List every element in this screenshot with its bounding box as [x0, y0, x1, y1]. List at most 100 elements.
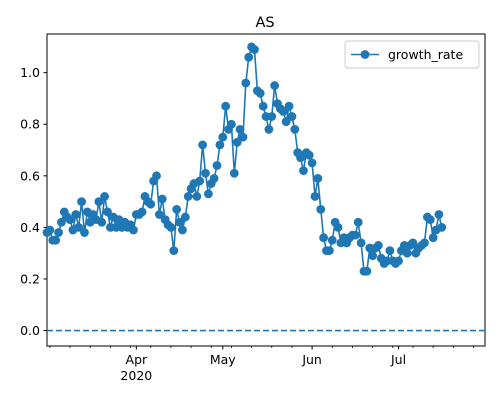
- y-axis: 0.0 0.2 0.4 0.6 0.8 1.0: [20, 65, 47, 338]
- data-point: [425, 215, 435, 225]
- data-point: [137, 207, 147, 217]
- data-point: [218, 132, 228, 142]
- data-point: [180, 212, 190, 222]
- data-point: [195, 176, 205, 186]
- y-tick-label: 0.0: [20, 323, 40, 338]
- data-point: [307, 158, 317, 168]
- data-point: [296, 153, 305, 163]
- data-point: [71, 210, 81, 219]
- data-point: [255, 88, 265, 98]
- data-point: [235, 125, 245, 134]
- data-point: [157, 194, 167, 204]
- data-point: [57, 217, 66, 227]
- data-point: [324, 246, 334, 255]
- data-point: [152, 171, 161, 181]
- data-point: [227, 119, 236, 129]
- y-tick-label: 1.0: [20, 65, 40, 80]
- data-point: [258, 101, 268, 111]
- data-point: [394, 256, 403, 266]
- data-point: [304, 150, 314, 160]
- x-tick-sublabel: 2020: [120, 368, 152, 383]
- data-point: [327, 235, 337, 245]
- data-point: [215, 140, 225, 150]
- data-point: [299, 166, 308, 176]
- y-tick-label: 0.8: [20, 117, 40, 132]
- data-point: [310, 192, 320, 201]
- y-tick-label: 0.4: [20, 220, 40, 235]
- data-point: [198, 140, 208, 150]
- data-point: [94, 197, 104, 207]
- y-tick-label: 0.6: [20, 168, 40, 183]
- data-point: [166, 222, 176, 232]
- data-point: [356, 238, 366, 248]
- data-point: [373, 241, 383, 250]
- y-tick-label: 0.2: [20, 271, 40, 286]
- data-point: [172, 204, 182, 214]
- x-tick-label: Jul: [390, 352, 406, 367]
- x-tick-label: Apr: [126, 352, 148, 367]
- data-point: [385, 246, 395, 255]
- data-point: [353, 217, 363, 227]
- data-point: [287, 112, 297, 121]
- data-point: [278, 106, 288, 116]
- x-tick-label: May: [210, 352, 236, 367]
- data-point: [333, 222, 343, 232]
- series-layer: [42, 42, 447, 276]
- data-point: [221, 101, 231, 111]
- data-point: [201, 168, 210, 178]
- data-point: [241, 78, 251, 88]
- data-point: [103, 207, 112, 217]
- data-point: [146, 199, 156, 209]
- data-point: [209, 173, 219, 183]
- data-point: [175, 217, 184, 227]
- data-point: [154, 210, 164, 219]
- data-point: [77, 197, 86, 207]
- data-point: [65, 215, 75, 225]
- data-point: [313, 173, 323, 183]
- legend: growth_rate: [344, 40, 480, 69]
- data-point: [316, 204, 326, 214]
- data-point: [74, 222, 84, 232]
- legend-series-label: growth_rate: [388, 47, 463, 62]
- data-point: [350, 230, 360, 240]
- data-point: [183, 192, 193, 201]
- data-point: [408, 238, 418, 248]
- data-point: [290, 125, 300, 134]
- plot-frame: [46, 33, 486, 347]
- data-point: [434, 210, 444, 219]
- data-point: [267, 112, 277, 121]
- data-point: [244, 52, 254, 62]
- data-point: [229, 168, 239, 178]
- data-point: [264, 125, 274, 134]
- data-point: [54, 228, 63, 237]
- data-point: [284, 101, 294, 111]
- data-point: [428, 233, 438, 243]
- data-point: [169, 246, 179, 255]
- data-point: [212, 161, 222, 170]
- legend-series-marker: [360, 50, 370, 59]
- data-point: [281, 117, 291, 127]
- legend-box: [344, 40, 480, 69]
- data-point: [238, 132, 248, 142]
- data-point: [437, 222, 447, 232]
- data-point: [362, 266, 372, 276]
- data-point: [80, 228, 89, 237]
- data-point: [203, 189, 213, 199]
- data-point: [192, 192, 202, 201]
- x-tick-label: Jun: [301, 352, 322, 367]
- data-point: [402, 248, 412, 258]
- data-point: [45, 225, 55, 235]
- data-point: [100, 192, 110, 201]
- data-point: [250, 45, 259, 54]
- chart-title: AS: [255, 15, 274, 31]
- data-point: [129, 225, 138, 235]
- data-point: [232, 137, 242, 147]
- data-point: [270, 81, 280, 90]
- data-point: [319, 233, 329, 243]
- data-point: [97, 217, 107, 227]
- data-point: [51, 235, 61, 245]
- data-point: [178, 225, 187, 235]
